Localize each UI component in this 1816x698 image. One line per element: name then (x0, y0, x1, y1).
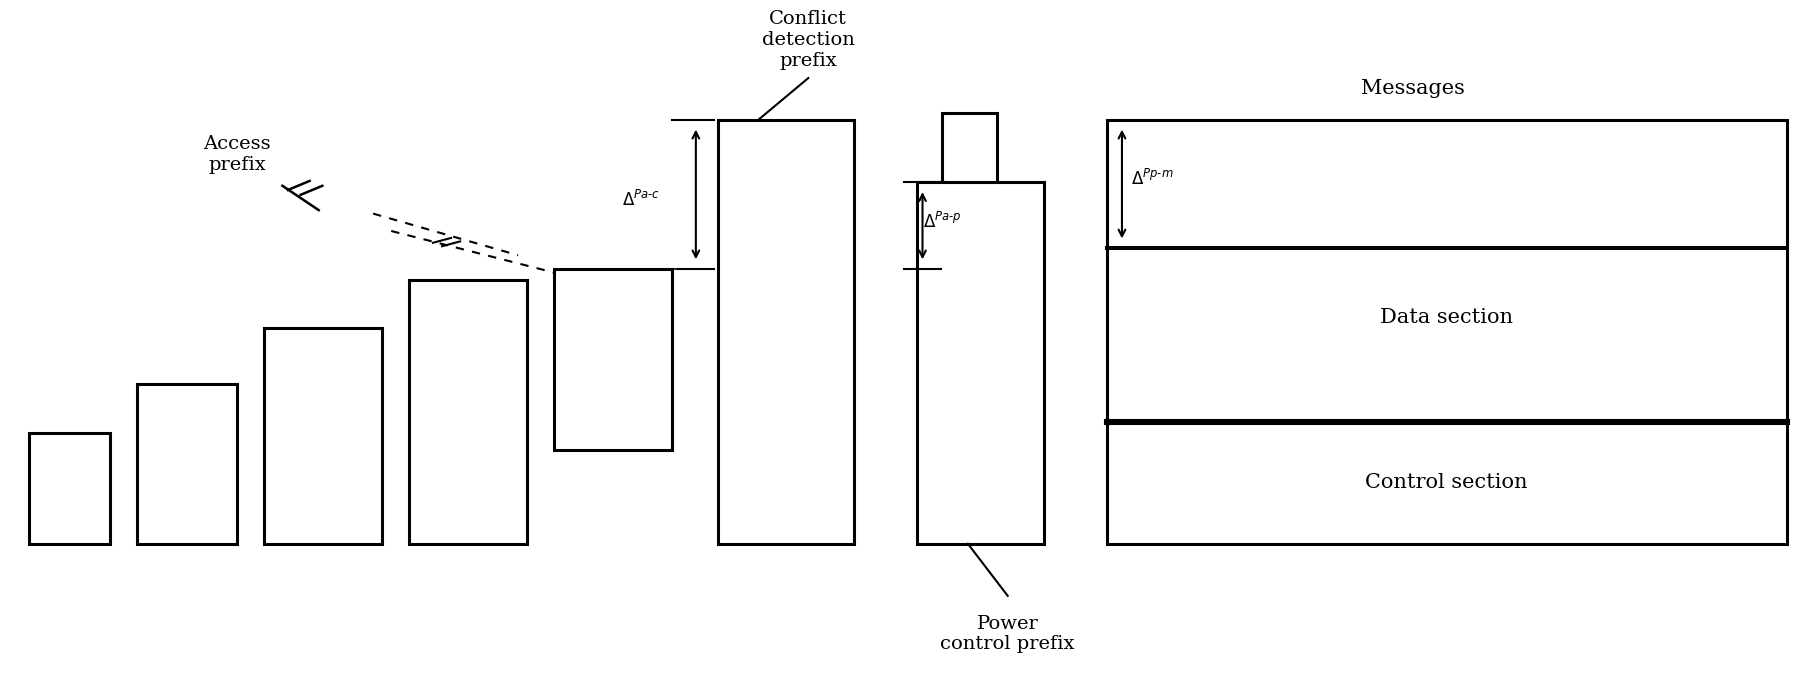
Bar (717, 120, 854, 544)
Bar (554, 269, 672, 450)
Bar (1108, 120, 1787, 544)
Bar (29, 433, 111, 544)
Text: Control section: Control section (1366, 473, 1527, 492)
Text: $\Delta^{Pa\text{-}p}$: $\Delta^{Pa\text{-}p}$ (923, 212, 961, 232)
Text: $\Delta^{Pp\text{-}m}$: $\Delta^{Pp\text{-}m}$ (1131, 169, 1173, 189)
Text: Messages: Messages (1362, 79, 1466, 98)
Text: Access
prefix: Access prefix (203, 135, 271, 174)
Bar (917, 182, 1044, 544)
Bar (138, 384, 238, 544)
Bar (943, 113, 997, 182)
Bar (409, 280, 527, 544)
Bar (265, 328, 381, 544)
Text: Data section: Data section (1380, 309, 1513, 327)
Text: Conflict
detection
prefix: Conflict detection prefix (763, 10, 855, 70)
Text: $\Delta^{Pa\text{-}c}$: $\Delta^{Pa\text{-}c}$ (621, 190, 659, 209)
Text: Power
control prefix: Power control prefix (941, 615, 1075, 653)
